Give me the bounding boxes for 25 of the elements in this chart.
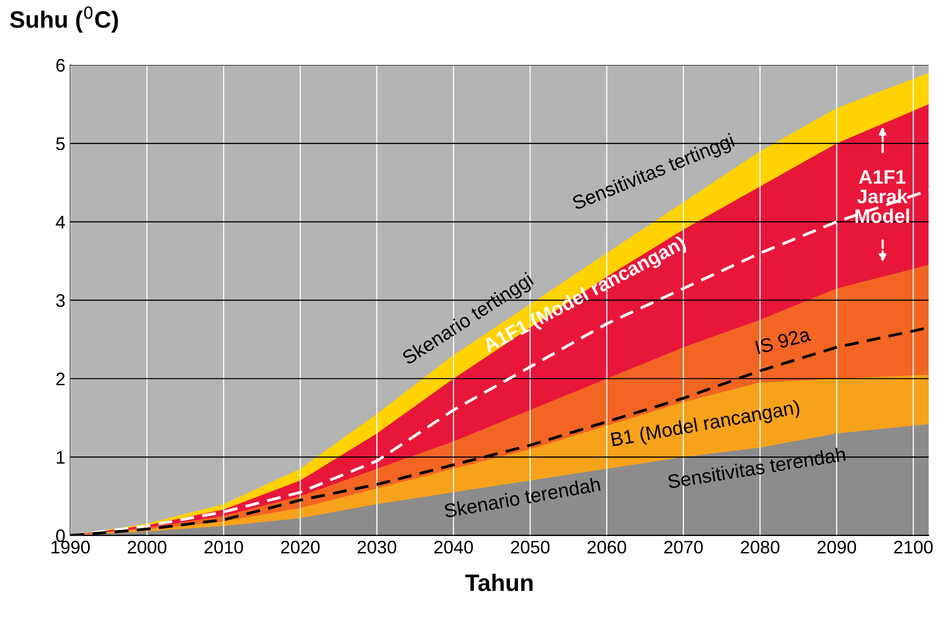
x-tick-label: 2030 <box>358 540 396 554</box>
x-tick-label: 2090 <box>817 540 856 554</box>
x-tick-label: 2050 <box>510 540 550 554</box>
x-tick-label: 2010 <box>204 540 243 554</box>
x-tick-label: 2100 <box>894 540 933 554</box>
x-tick-label: 1990 <box>52 540 90 554</box>
annotation: A1F1 Jarak Model <box>855 170 909 223</box>
x-tick-label: 2020 <box>281 540 320 554</box>
y-tick-label: 4 <box>56 216 65 228</box>
x-tick-label: 2000 <box>128 540 166 554</box>
annotation: Skenario terendah <box>444 476 601 518</box>
x-tick-label: 2070 <box>664 540 703 554</box>
y-tick-label: 1 <box>56 451 65 464</box>
annotation: IS 92a <box>755 327 812 354</box>
x-tick-label: 2080 <box>740 540 780 554</box>
y-tick-label: 3 <box>56 294 65 307</box>
y-tick-label: 5 <box>56 138 65 150</box>
x-tick-label: 2060 <box>588 540 626 554</box>
y-tick-label: 0 <box>56 529 65 542</box>
x-tick-label: 2040 <box>434 540 473 554</box>
annotation: B1 (Model rancangan) <box>610 399 801 446</box>
y-tick-label: 6 <box>56 58 65 72</box>
y-tick-label: 2 <box>56 372 65 386</box>
x-axis-title: Tahun <box>465 574 533 592</box>
y-axis-title: Suhu ($^{0}$C) <box>10 6 118 33</box>
